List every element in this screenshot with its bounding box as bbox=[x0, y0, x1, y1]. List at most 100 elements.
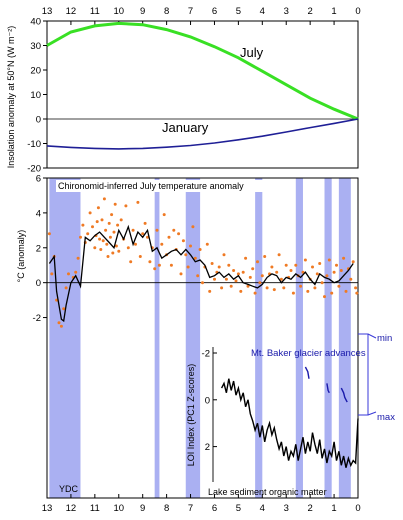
temperature-sample-point bbox=[232, 269, 236, 272]
temperature-sample-point bbox=[217, 265, 221, 269]
loi-ylabel: LOI Index (PC1 Z-scores) bbox=[186, 364, 196, 467]
temperature-sample-point bbox=[222, 253, 226, 257]
temperature-sample-point bbox=[191, 225, 195, 229]
insolation-y-tick-label: 10 bbox=[30, 90, 41, 101]
temperature-sample-point bbox=[157, 263, 161, 267]
top-x-tick-label: 13 bbox=[42, 6, 53, 17]
temperature-sample-point bbox=[210, 262, 214, 265]
axes-frames bbox=[46, 20, 359, 499]
insolation-ylabel: Insolation anomaly at 50°N (W m⁻²) bbox=[6, 26, 16, 168]
temperature-sample-point bbox=[106, 255, 110, 258]
temperature-sample-point bbox=[119, 218, 123, 222]
bottom-x-tick-label: 1 bbox=[331, 503, 336, 514]
temperature-sample-point bbox=[189, 244, 192, 248]
temperature-sample-point bbox=[129, 260, 133, 264]
temperature-sample-point bbox=[306, 289, 310, 293]
temperature-sample-point bbox=[196, 274, 200, 278]
top-x-tick-label: 8 bbox=[164, 6, 169, 17]
max-label: max bbox=[377, 412, 395, 423]
temperature-frame bbox=[46, 177, 359, 499]
temperature-sample-point bbox=[177, 232, 181, 236]
temperature-sample-point bbox=[349, 277, 353, 281]
temperature-sample-point bbox=[337, 284, 341, 288]
temperature-sample-point bbox=[205, 242, 209, 246]
temperature-sample-point bbox=[244, 256, 248, 260]
temperature-sample-point bbox=[124, 204, 128, 208]
bottom-x-tick-label: 8 bbox=[164, 503, 169, 514]
temperature-sample-point bbox=[313, 286, 317, 290]
temperature-sample-point bbox=[101, 239, 105, 243]
temperature-sample-point bbox=[102, 197, 106, 201]
temperature-sample-point bbox=[184, 253, 188, 257]
bottom-x-tick-label: 5 bbox=[236, 503, 241, 514]
temperature-sample-point bbox=[241, 270, 245, 274]
bottom-x-tick-label: 7 bbox=[188, 503, 193, 514]
temperature-sample-point bbox=[136, 200, 140, 204]
temperature-sample-point bbox=[162, 213, 166, 217]
temperature-sample-point bbox=[284, 263, 288, 267]
temperature-sample-point bbox=[74, 270, 78, 274]
temperature-sample-point bbox=[301, 270, 305, 274]
bottom-x-tick-label: 6 bbox=[212, 503, 217, 514]
temperature-sample-point bbox=[47, 232, 51, 236]
temperature-sample-point bbox=[251, 267, 255, 271]
temperature-sample-point bbox=[327, 258, 331, 262]
lake-sediment-label: Lake sediment organic matter bbox=[208, 487, 327, 497]
shaded-intervals bbox=[49, 178, 351, 498]
panel2-title-background bbox=[56, 180, 268, 192]
temperature-sample-point bbox=[110, 213, 114, 217]
temperature-sample-point bbox=[339, 269, 343, 272]
july-label: July bbox=[240, 45, 264, 60]
temperature-sample-point bbox=[64, 286, 68, 290]
bottom-x-tick-label: 13 bbox=[42, 503, 53, 514]
min-max-bracket bbox=[358, 333, 369, 416]
temperature-sample-point bbox=[277, 253, 281, 257]
temperature-sample-point bbox=[198, 248, 202, 251]
temperature-sample-point bbox=[325, 274, 329, 278]
ydc-label: YDC bbox=[59, 484, 79, 494]
top-x-tick-label: 7 bbox=[188, 6, 193, 17]
temperature-sample-point bbox=[275, 270, 279, 274]
temperature-sample-point bbox=[186, 265, 190, 269]
temperature-smoothed-line bbox=[48, 224, 354, 323]
temperature-sample-point bbox=[172, 228, 176, 232]
temperature-sample-point bbox=[220, 286, 224, 290]
temperature-ylabel: °C (anomaly) bbox=[16, 230, 26, 283]
glacier-advance-mark bbox=[304, 366, 310, 379]
temperature-sample-point bbox=[100, 218, 104, 222]
insolation-y-tick-label: -10 bbox=[27, 139, 41, 150]
bottom-x-tick-label: 0 bbox=[355, 503, 360, 514]
temperature-sample-point bbox=[355, 291, 359, 295]
cold-interval-band bbox=[324, 178, 332, 498]
january-label: January bbox=[162, 120, 209, 135]
loi-y-tick-label: 0 bbox=[205, 395, 210, 406]
top-x-tick-label: 1 bbox=[331, 6, 336, 17]
temperature-sample-point bbox=[138, 255, 142, 258]
temperature-sample-point bbox=[258, 281, 262, 285]
temperature-sample-point bbox=[227, 263, 231, 267]
temperature-y-tick-label: 0 bbox=[36, 278, 41, 289]
temperature-sample-point bbox=[323, 295, 326, 299]
temperature-sample-point bbox=[303, 258, 307, 262]
top-x-tick-label: 5 bbox=[236, 6, 241, 17]
temperature-sample-point bbox=[270, 265, 274, 269]
temperature-sample-point bbox=[351, 260, 355, 264]
insolation-y-tick-label: 40 bbox=[30, 17, 41, 28]
series-january-line bbox=[46, 118, 359, 150]
temperature-sample-point bbox=[50, 272, 54, 276]
temperature-sample-point bbox=[256, 260, 259, 264]
top-x-tick-label: 4 bbox=[260, 6, 265, 17]
temperature-sample-point bbox=[143, 221, 147, 225]
temperature-sample-point bbox=[112, 230, 116, 234]
temperature-sample-point bbox=[311, 265, 314, 269]
insolation-y-tick-label: 30 bbox=[30, 41, 41, 52]
temperature-sample-point bbox=[117, 249, 121, 253]
temperature-sample-point bbox=[105, 242, 109, 246]
temperature-sample-point bbox=[179, 272, 183, 276]
cold-interval-band bbox=[49, 178, 81, 498]
baker-label: Mt. Baker glacier advances bbox=[251, 348, 366, 359]
temperature-sample-point bbox=[131, 228, 135, 232]
temperature-sample-point bbox=[330, 291, 334, 295]
temperature-sample-point bbox=[107, 221, 111, 225]
loi-index-line bbox=[220, 378, 359, 468]
